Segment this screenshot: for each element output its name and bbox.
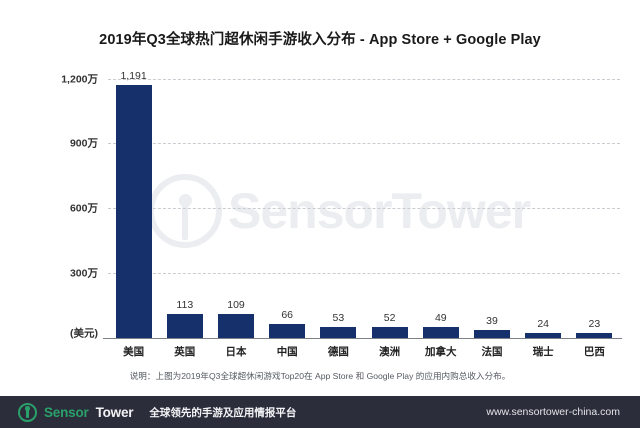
bar-column[interactable]: 49 [422,70,459,338]
x-axis-category-label: 日本 [225,346,247,358]
chart-card: 2019年Q3全球热门超休闲手游收入分布 - App Store + Googl… [20,32,622,381]
y-axis: 300万 600万 900万 1,200万 (美元) [20,70,98,360]
bar[interactable] [166,313,203,338]
brand-name-sensor: Sensor [44,404,89,420]
bar-column[interactable]: 52 [371,70,408,338]
bar-value-label: 24 [537,317,550,330]
gridline [108,143,620,145]
bar[interactable] [576,333,613,338]
bar-value-label: 66 [281,308,294,321]
x-axis-category-label: 澳洲 [379,346,401,358]
gridline [108,78,620,80]
x-axis-category-label: 英国 [174,346,196,358]
bar-column[interactable]: 109 [218,70,254,338]
bar-column[interactable]: 23 [576,70,613,338]
bar[interactable] [422,327,459,338]
y-axis-tick-label: 900万 [69,137,98,150]
x-axis-category-label: 德国 [327,346,349,358]
plot-area: 1,191 113 109 66 53 52 49 39 24 23 [108,70,620,338]
brand-name-tower: Tower [95,404,134,420]
gridline [108,273,620,275]
bar[interactable] [269,323,306,338]
chart-footnote: 说明：上图为2019年Q3全球超休闲游戏Top20在 App Store 和 G… [129,371,511,381]
y-axis-tick-label: 1,200万 [61,73,98,86]
bar[interactable] [320,326,357,338]
bar-column[interactable]: 113 [166,70,203,338]
y-axis-unit-label: (美元) [70,327,98,340]
x-axis-line [103,338,622,339]
x-axis-category-label: 美国 [123,346,145,358]
bar-value-label: 1,191 [120,70,147,82]
bar[interactable] [218,314,254,338]
bar[interactable] [371,326,408,338]
bar-value-label: 39 [486,314,498,327]
bar[interactable] [115,85,152,338]
y-axis-tick-label: 300万 [69,267,98,280]
x-axis-category-label: 巴西 [583,346,605,358]
x-axis-category-label: 瑞士 [532,346,554,358]
bar-column[interactable]: 66 [269,70,306,338]
bar-value-label: 53 [332,311,345,324]
bar-value-label: 113 [176,298,194,311]
footer-tagline: 全球领先的手游及应用情报平台 [149,406,297,419]
bar-column[interactable]: 53 [320,70,357,338]
footer-bar: Sensor Tower 全球领先的手游及应用情报平台 www.sensortow… [0,396,640,428]
bar-value-label: 52 [383,311,396,324]
bar[interactable] [525,332,562,338]
sensortower-logo-icon [18,402,37,422]
bar-column[interactable]: 39 [474,70,510,338]
bar-value-label: 109 [227,299,245,312]
x-axis-category-label: 中国 [276,346,298,358]
bar-column[interactable]: 1,191 [115,70,152,338]
footer-brand: Sensor Tower 全球领先的手游及应用情报平台 [18,402,297,422]
footer-url[interactable]: www.sensortower-china.com [486,406,620,418]
bar-value-label: 23 [588,318,601,331]
y-axis-tick-label: 600万 [69,202,98,215]
page-title: 2019年Q3全球热门超休闲手游收入分布 - App Store + Googl… [99,32,541,48]
gridline [108,208,620,210]
x-axis-category-label: 法国 [481,346,503,358]
bar-value-label: 49 [434,312,447,325]
bar[interactable] [474,329,510,338]
bar-column[interactable]: 24 [525,70,562,338]
x-axis-category-label: 加拿大 [425,346,457,358]
